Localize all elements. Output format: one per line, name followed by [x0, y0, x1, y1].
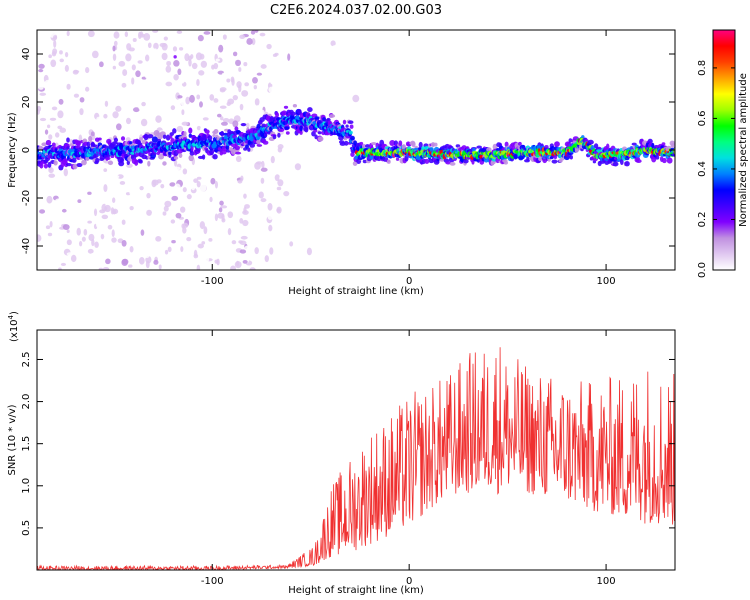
- colorbar-label: Normalized spectral amplitude: [738, 73, 749, 227]
- colorbar-tick-label: 0.4: [697, 161, 708, 177]
- y-tick-label: 20: [21, 96, 32, 109]
- colorbar-ticks: 0.0 0.2 0.4 0.6 0.8: [697, 60, 735, 278]
- colorbar-tick-label: 0.0: [697, 262, 708, 278]
- colorbar-tick-label: 0.8: [697, 60, 708, 76]
- x-tick-label: 100: [597, 276, 616, 287]
- x-tick-label: 100: [597, 576, 616, 587]
- x-tick-label: -100: [201, 276, 224, 287]
- snr-series-line: [37, 347, 675, 570]
- snr-multiplier: (x104): [7, 311, 20, 342]
- y-tick-label: 0: [21, 147, 32, 153]
- snr-ticks: -100 0 100 0.5 1.0 1.5 2.0 2.5: [21, 330, 675, 587]
- colorbar-tick-label: 0.2: [697, 212, 708, 228]
- figure-title: C2E6.2024.037.02.00.G03: [270, 3, 442, 18]
- x-tick-label: 0: [406, 276, 412, 287]
- spectrogram-xlabel: Height of straight line (km): [288, 286, 424, 297]
- y-tick-label: -20: [21, 190, 32, 206]
- snr-ylabel: SNR (10 * v/v): [7, 404, 18, 475]
- colorbar-bar: [712, 29, 736, 271]
- snr-frame: [36, 329, 676, 571]
- snr-multiplier-exponent: 4: [7, 314, 15, 319]
- y-tick-label: 1.0: [21, 478, 32, 494]
- x-tick-label: 0: [406, 576, 412, 587]
- snr-xlabel: Height of straight line (km): [288, 585, 424, 596]
- colorbar: 0.0 0.2 0.4 0.6 0.8 Normalized spectral ampl…: [697, 29, 749, 278]
- y-tick-label: 1.5: [21, 436, 32, 452]
- spectrogram-heat: [37, 30, 675, 270]
- y-tick-label: 2.5: [21, 352, 32, 368]
- y-tick-label: 2.0: [21, 394, 32, 410]
- snr-panel: -100 0 100 0.5 1.0 1.5 2.0 2.5 Height of straig…: [7, 311, 676, 596]
- y-tick-label: 0.5: [21, 520, 32, 536]
- colorbar-tick-label: 0.6: [697, 110, 708, 126]
- spectrogram-ylabel: Frequency (Hz): [7, 112, 18, 188]
- y-tick-label: 40: [21, 48, 32, 61]
- x-tick-label: -100: [201, 576, 224, 587]
- spectrogram-panel: -100 0 100 -40 -20 0 20 40 Height of straight l…: [7, 29, 676, 297]
- y-tick-label: -40: [21, 238, 32, 254]
- spectrogram-ticks: -100 0 100 -40 -20 0 20 40: [21, 30, 675, 287]
